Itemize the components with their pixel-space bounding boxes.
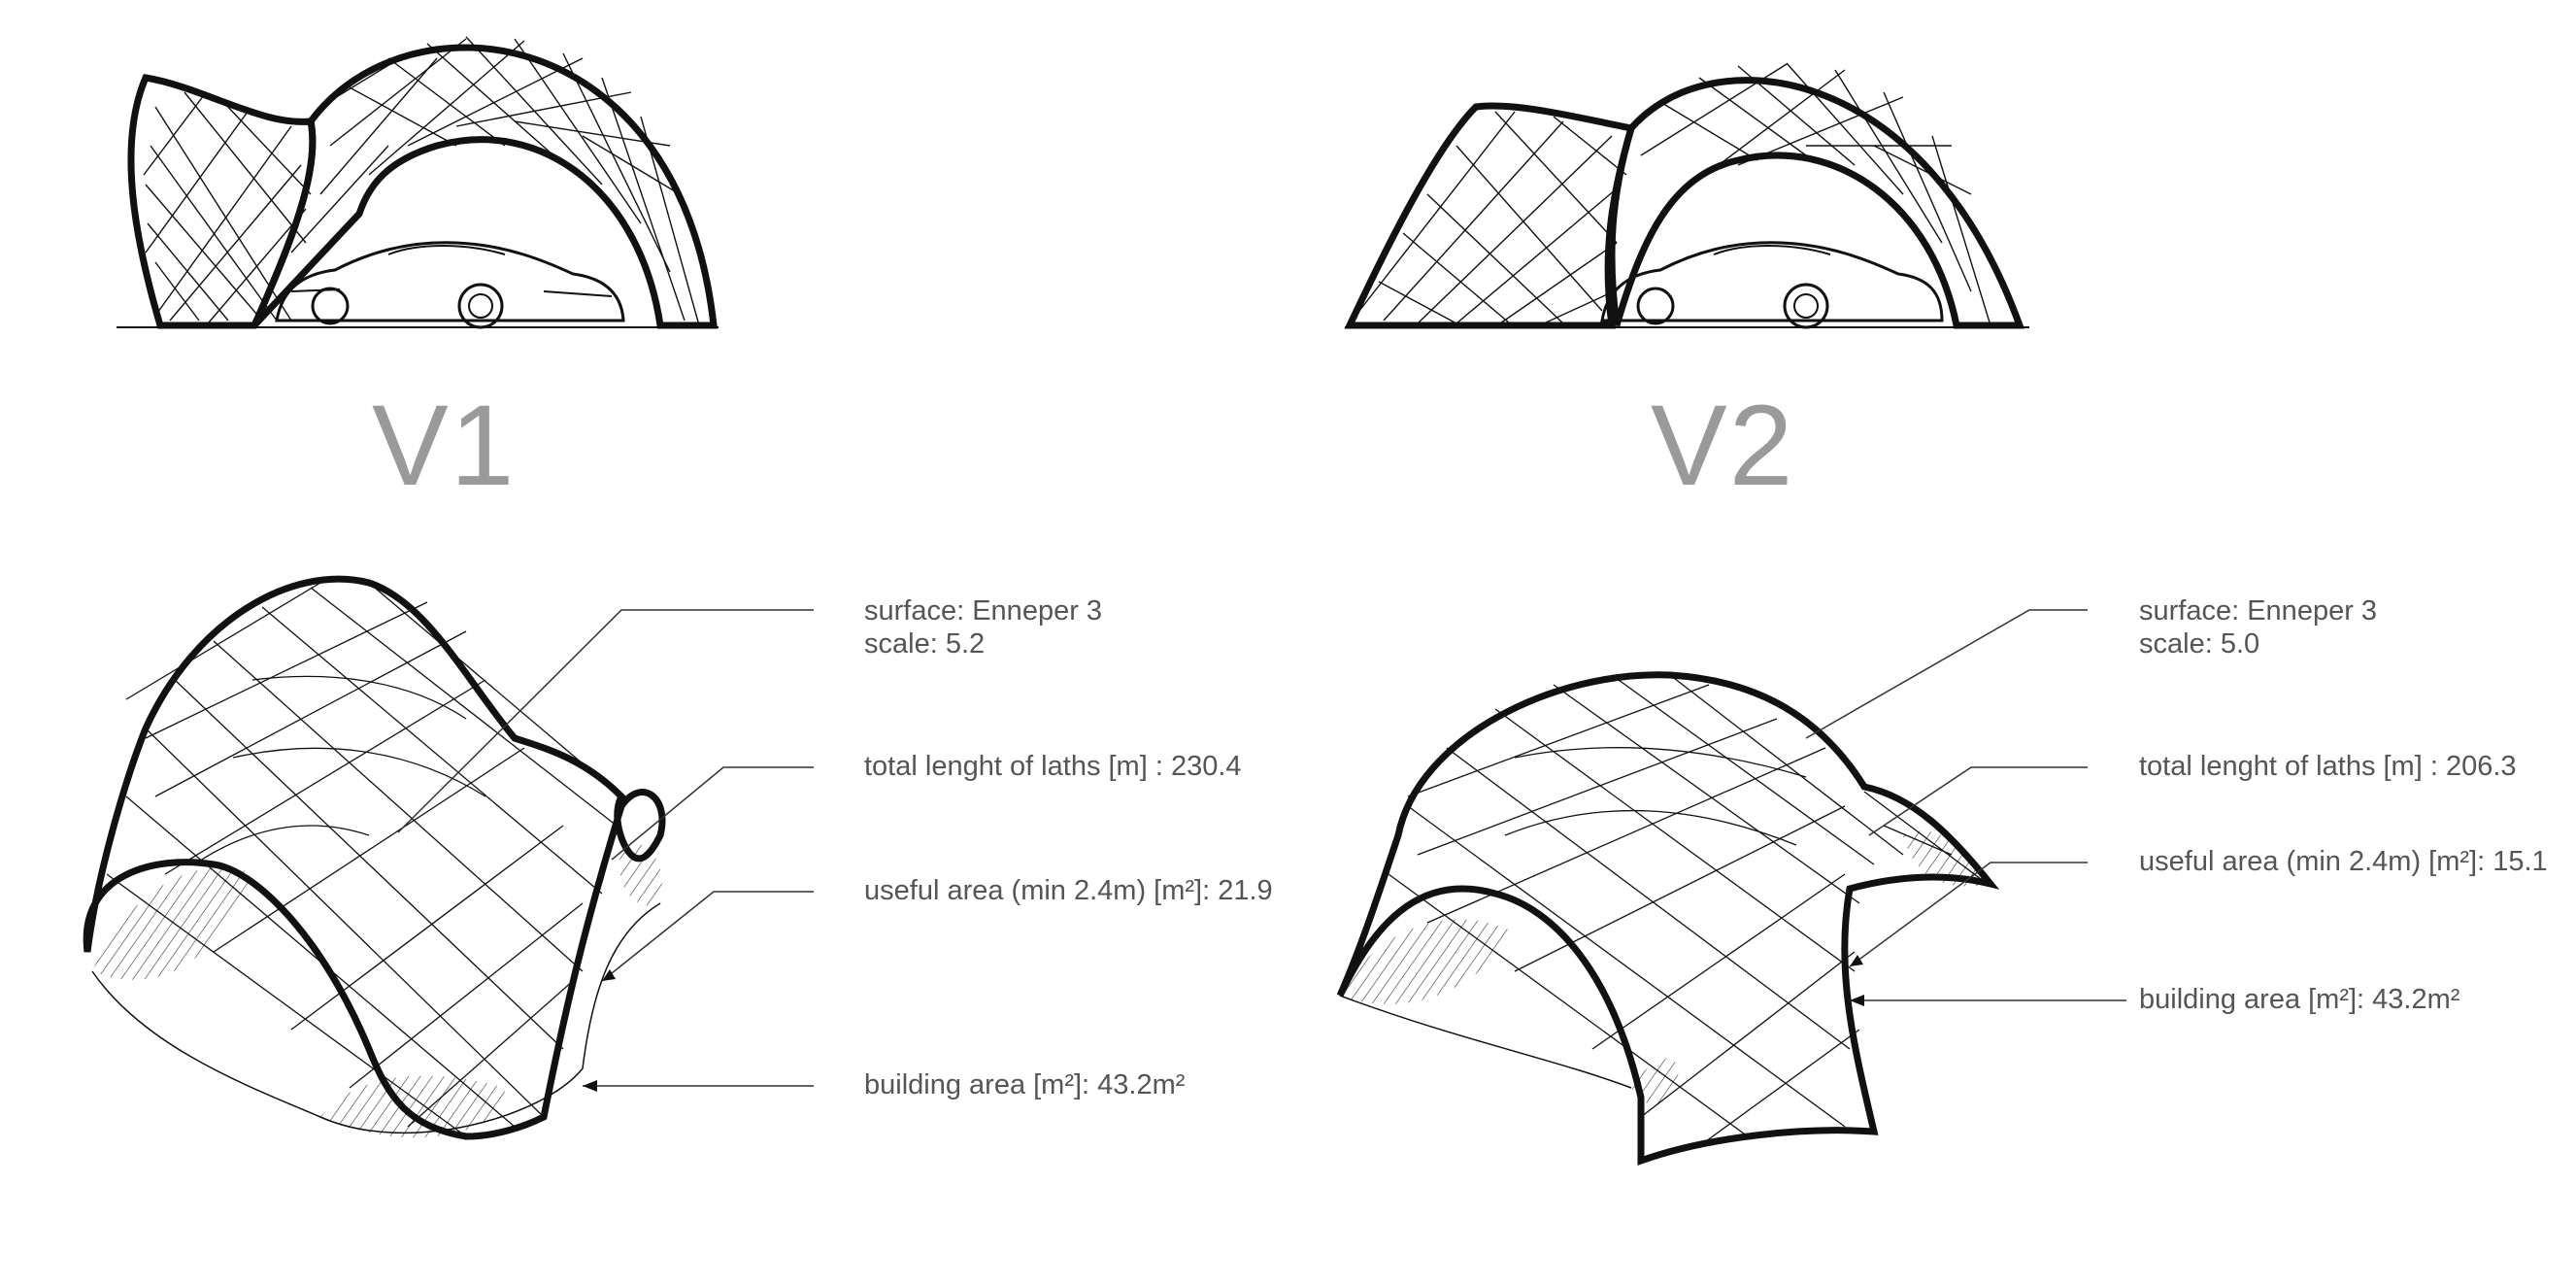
v1-shadow-bottom	[320, 1075, 505, 1138]
v2-shadow-right	[1903, 830, 1991, 887]
v1-main-arch	[251, 44, 718, 329]
v1-membrane-outline	[83, 575, 666, 1140]
v2-scale-text: scale: 5.0	[2139, 628, 2260, 660]
v1-membrane-laths	[106, 582, 622, 1137]
v2-building-area-text: building area [m²]: 43.2m²	[2139, 984, 2460, 1015]
v2-laths-text: total lenght of laths [m] : 206.3	[2139, 751, 2517, 782]
v2-leaders	[1805, 609, 2126, 1001]
v2-membrane-outline	[1336, 671, 2000, 1166]
v2-arch-laths	[1640, 62, 1991, 326]
v1-elevation	[117, 36, 719, 329]
v2-elevation	[1344, 62, 2029, 329]
v1-perspective	[83, 575, 814, 1140]
v2-label: V2	[1651, 382, 1795, 510]
v2-car-silhouette	[1600, 241, 1944, 322]
v2-left-wing-laths	[1358, 111, 1627, 324]
v2-footprint	[1339, 995, 1632, 1089]
v1-shadow-left	[92, 867, 252, 980]
v1-label: V1	[372, 382, 517, 510]
v1-laths-text: total lenght of laths [m] : 230.4	[864, 751, 1242, 782]
v1-left-wing-laths	[143, 91, 312, 323]
v1-building-area-text: building area [m²]: 43.2m²	[864, 1069, 1186, 1100]
v2-useful-area-text: useful area (min 2.4m) [m²]: 15.1	[2139, 846, 2548, 877]
v2-main-arch	[1608, 77, 2025, 329]
v1-car-silhouette	[275, 241, 625, 322]
v2-surface-text: surface: Enneper 3	[2139, 595, 2378, 626]
v1-arch-laths	[290, 36, 700, 326]
v1-surface-text: surface: Enneper 3	[864, 595, 1103, 626]
v1-leaders	[397, 609, 814, 1087]
v2-shadow-left	[1340, 919, 1515, 1004]
v2-left-wing	[1344, 102, 1636, 329]
v2-perspective	[1336, 609, 2126, 1166]
v1-useful-area-text: useful area (min 2.4m) [m²]: 21.9	[864, 875, 1273, 906]
v1-scale-text: scale: 5.2	[864, 628, 986, 660]
v2-membrane-laths	[1388, 674, 1982, 1147]
